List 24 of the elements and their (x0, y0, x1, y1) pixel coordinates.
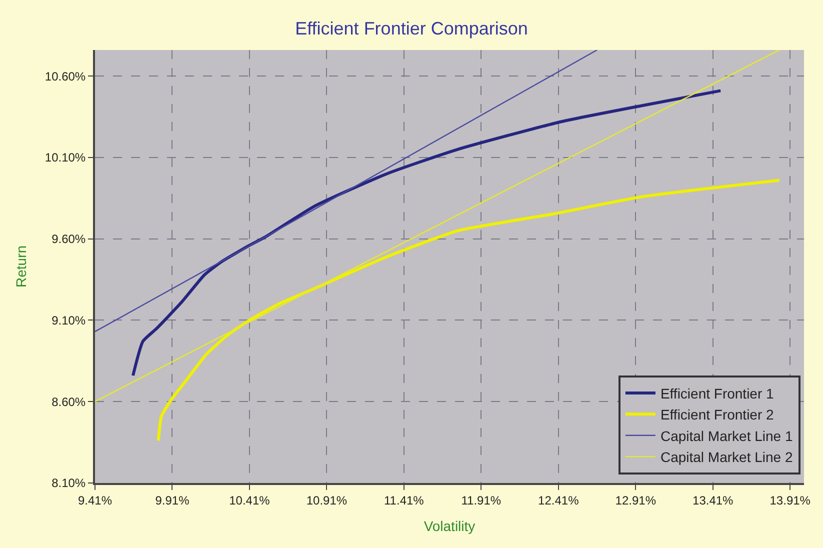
y-tick-label: 9.60% (52, 232, 86, 246)
x-tick-label: 10.41% (229, 493, 270, 508)
x-tick-label: 12.91% (615, 493, 656, 508)
legend-label: Efficient Frontier 2 (660, 406, 774, 423)
legend-label: Capital Market Line 1 (660, 428, 793, 444)
x-tick-label: 10.91% (306, 493, 348, 508)
x-tick-label: 9.41% (78, 493, 112, 508)
y-tick-label: 8.10% (52, 476, 86, 490)
x-tick-label: 11.91% (461, 493, 502, 508)
x-tick-label: 13.91% (770, 493, 811, 508)
line-series (156, 178, 781, 442)
y-tick-label: 8.60% (52, 394, 86, 409)
x-tick-label: 12.41% (538, 493, 580, 508)
y-axis-title: Return (12, 245, 29, 288)
y-tick-label: 10.10% (44, 150, 86, 165)
y-tick-label: 10.60% (44, 69, 86, 84)
x-axis-title: Volatility (424, 518, 476, 534)
chart-title: Efficient Frontier Comparison (295, 18, 528, 39)
x-tick-label: 9.91% (155, 493, 190, 508)
x-tick-label: 11.41% (384, 493, 424, 508)
legend-label: Efficient Frontier 1 (660, 385, 774, 402)
x-tick-label: 13.41% (692, 493, 734, 508)
y-tick-label: 9.10% (52, 313, 86, 328)
legend-label: Capital Market Line 2 (660, 449, 793, 465)
